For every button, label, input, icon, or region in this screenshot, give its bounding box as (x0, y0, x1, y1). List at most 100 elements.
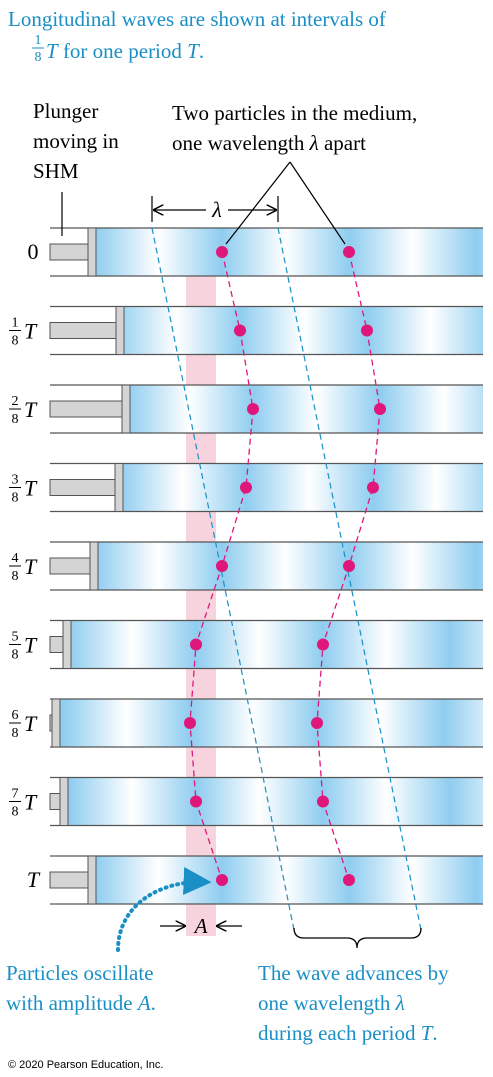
row-numerator: 3 (12, 473, 19, 488)
row-symbol: T (24, 319, 38, 344)
caption: T for one period T. (46, 39, 204, 63)
compression (71, 620, 133, 669)
amplitude-note-part: Particles oscillate (6, 961, 154, 985)
row-symbol: T (24, 711, 38, 736)
plunger-rod (49, 243, 89, 261)
row-symbol: T (24, 397, 38, 422)
caption-part: Longitudinal waves are shown at interval… (8, 7, 386, 31)
particle (216, 246, 228, 258)
plunger-rod (49, 557, 91, 575)
plunger-face (62, 620, 72, 669)
caption-part: . (199, 39, 204, 63)
particle (343, 874, 355, 886)
advance-note-part: during each period (258, 1021, 421, 1045)
advance-note-part: λ (395, 991, 405, 1015)
particles-label-part: λ (309, 131, 319, 155)
particles-label-part: one wavelength (172, 131, 310, 155)
particle (190, 795, 202, 808)
compression (98, 542, 159, 590)
compression (436, 463, 483, 512)
row-label: T (27, 867, 41, 892)
brace (293, 927, 422, 949)
compression (443, 385, 483, 433)
row-denominator: 8 (12, 569, 19, 584)
compression (412, 856, 483, 904)
particle (343, 246, 355, 258)
row-symbol: T (24, 633, 38, 658)
tube-wall (50, 541, 483, 591)
row-numerator: 4 (12, 551, 19, 566)
plunger-rod (49, 479, 116, 496)
compression (380, 699, 483, 747)
amplitude-note-part: with amplitude (6, 991, 138, 1015)
plunger-label-part: Plunger (33, 99, 98, 123)
row-denominator: 8 (12, 648, 19, 663)
particles-leader (225, 161, 346, 245)
compression (96, 228, 159, 276)
particle (184, 717, 196, 729)
row-symbol: T (24, 790, 38, 815)
amplitude-note: with amplitude A. (6, 991, 156, 1015)
copyright: © 2020 Pearson Education, Inc. (8, 1059, 163, 1071)
row-numerator: 1 (12, 316, 19, 331)
plunger-label-part: SHM (33, 159, 79, 183)
compression (412, 228, 483, 276)
tube-wall (50, 698, 483, 748)
compression (0, 778, 6, 826)
row-denominator: 8 (12, 412, 19, 427)
caption: Longitudinal waves are shown at interval… (8, 7, 386, 31)
amplitude-band (186, 276, 216, 936)
row-numerator: 5 (12, 630, 19, 645)
tube-wall (50, 619, 483, 670)
advance-note-part: T (421, 1021, 434, 1045)
particle (234, 324, 246, 337)
particle (216, 560, 228, 572)
plunger-face (87, 227, 97, 277)
row-denominator: 8 (12, 334, 19, 349)
particles-label: Two particles in the medium, (172, 101, 417, 125)
plunger-rod (49, 400, 123, 418)
plunger-face (59, 777, 69, 826)
pointer-arrow (116, 867, 212, 952)
compression (68, 777, 133, 826)
particle (190, 638, 202, 651)
row-symbol: T (24, 476, 38, 501)
caption-numerator: 1 (35, 33, 42, 48)
plunger-label: moving in (33, 129, 119, 153)
particle (317, 638, 329, 651)
particle (374, 403, 386, 415)
caption-part: T (187, 39, 200, 63)
caption-part: for one period (58, 39, 187, 63)
wavelength-label: λ (211, 197, 222, 222)
compression (386, 777, 483, 826)
advance-note-part: . (432, 1021, 437, 1045)
plunger-rod (49, 322, 117, 339)
particles-label: one wavelength λ apart (172, 131, 366, 155)
tube-wall (50, 227, 483, 277)
tube-wall (50, 855, 483, 905)
compressions (0, 777, 483, 826)
plunger-rod (49, 636, 64, 653)
plunger-rod (49, 793, 61, 810)
compression (430, 306, 483, 355)
compression (386, 620, 483, 669)
particle (247, 403, 259, 415)
plunger-face (87, 855, 97, 905)
wavelength-ticks (151, 196, 279, 222)
row-numerator: 7 (12, 787, 19, 802)
caption-denominator: 8 (35, 50, 42, 65)
row-symbol: T (24, 554, 38, 579)
caption-part: T (46, 39, 59, 63)
amplitude-label: A (193, 914, 208, 938)
compressions (71, 620, 483, 669)
plunger-label: Plunger (33, 99, 98, 123)
amplitude-note-part: . (151, 991, 156, 1015)
plunger-face (114, 463, 124, 512)
particle (311, 717, 323, 729)
particle (361, 324, 373, 337)
row-numerator: 2 (12, 394, 19, 409)
plunger-face (51, 698, 61, 748)
row-denominator: 8 (12, 805, 19, 820)
advance-note: during each period T. (258, 1021, 438, 1045)
